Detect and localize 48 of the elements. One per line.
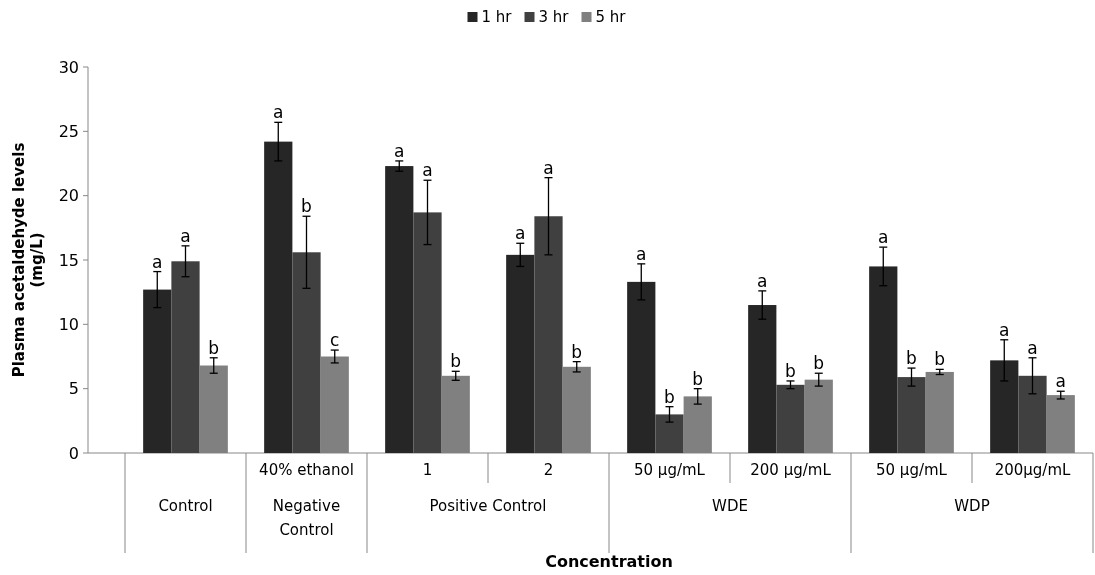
annotation: a <box>1027 337 1038 358</box>
y-tick-label: 10 <box>58 314 79 334</box>
y-axis-title: Plasma acetaldehyde levels (mg/L) <box>10 142 46 378</box>
x-tick-label: 50 µg/mL <box>876 461 948 479</box>
annotation: a <box>180 225 191 246</box>
text: Positive Control <box>429 497 547 515</box>
legend-label: 1 hr <box>481 8 513 26</box>
annotation: a <box>273 102 284 123</box>
text: Negative Control <box>272 497 341 539</box>
legend-label: 5 hr <box>595 8 627 26</box>
y-tick-label: 0 <box>68 443 79 463</box>
annotation: a <box>543 157 554 178</box>
annotation: c <box>330 330 340 351</box>
x-tick-label: 200µg/mL <box>994 461 1071 479</box>
annotation: a <box>422 160 433 181</box>
annotation: a <box>152 251 163 272</box>
text: WDP <box>954 497 990 515</box>
annotation: a <box>636 243 647 264</box>
annotation: a <box>515 223 526 244</box>
annotation: b <box>208 337 220 358</box>
annotation: b <box>785 360 796 381</box>
x-tick-label: 2 <box>543 461 554 479</box>
y-tick-label: 5 <box>68 379 79 399</box>
annotation: b <box>450 351 462 372</box>
y-tick-label: 30 <box>58 57 79 77</box>
annotation: a <box>757 270 768 291</box>
x-axis-title: Concentration <box>545 552 673 571</box>
annotation: a <box>394 140 405 161</box>
x-tick-label: 40% ethanol <box>259 461 354 479</box>
annotation: b <box>934 349 946 370</box>
y-tick-label: 20 <box>58 186 79 206</box>
x-tick-label: 50 µg/mL <box>634 461 706 479</box>
annotation: a <box>878 227 889 248</box>
annotation: b <box>692 368 704 389</box>
y-tick-label: 15 <box>58 250 79 270</box>
annotation: b <box>664 386 675 407</box>
annotation: a <box>999 319 1010 340</box>
text: Control <box>158 497 213 515</box>
x-tick-label: 200 µg/mL <box>750 461 832 479</box>
legend-label: 3 hr <box>538 8 570 26</box>
text: WDE <box>712 497 748 515</box>
x-tick-label: 1 <box>422 461 433 479</box>
annotation: b <box>906 348 917 369</box>
annotation: b <box>813 353 825 374</box>
annotation: a <box>1055 371 1066 392</box>
y-tick-label: 25 <box>58 121 79 141</box>
annotation: b <box>571 341 583 362</box>
annotation: b <box>301 196 312 217</box>
